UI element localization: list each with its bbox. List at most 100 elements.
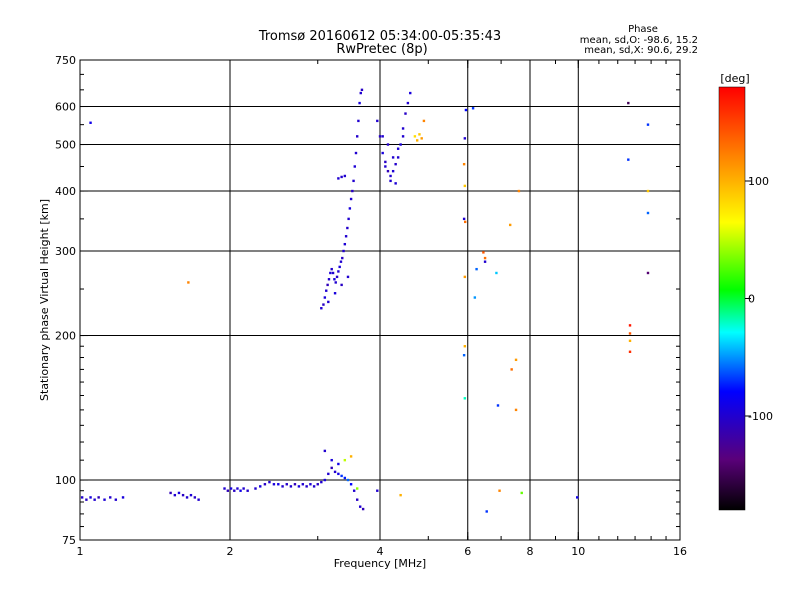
data-point: [340, 283, 343, 287]
data-point: [391, 169, 395, 173]
data-point: [327, 278, 331, 281]
data-point: [483, 260, 487, 263]
data-point: [394, 162, 397, 166]
data-point: [226, 489, 230, 492]
data-point: [646, 123, 650, 126]
data-point: [322, 303, 325, 306]
data-point: [343, 242, 347, 246]
data-point: [381, 151, 384, 155]
data-point: [337, 270, 340, 273]
data-point: [517, 189, 521, 193]
data-point: [360, 88, 364, 92]
data-point: [628, 350, 632, 353]
data-point: [333, 292, 337, 295]
data-point: [420, 137, 423, 140]
data-point: [323, 296, 327, 299]
data-point: [309, 483, 312, 486]
data-point: [396, 156, 400, 159]
data-point: [325, 289, 328, 292]
data-point: [498, 489, 501, 492]
colorbar-ticks: 100 0 -100: [745, 175, 773, 423]
data-point: [181, 493, 185, 497]
data-point: [358, 101, 361, 105]
data-point: [301, 483, 305, 486]
data-point: [520, 491, 523, 495]
data-point: [355, 135, 359, 138]
y-tick-label: 100: [55, 474, 76, 487]
y-tick-label: 400: [55, 185, 76, 198]
data-point: [343, 174, 347, 178]
data-point: [327, 300, 330, 304]
y-tick-label: 750: [55, 54, 76, 67]
data-point: [413, 135, 417, 138]
data-point: [346, 478, 350, 482]
data-point: [646, 189, 650, 193]
data-point: [384, 160, 387, 164]
data-point: [510, 368, 513, 371]
data-point: [386, 169, 390, 173]
data-point: [391, 156, 395, 159]
colorbar-tick-label: -100: [748, 410, 773, 423]
data-point: [352, 179, 355, 183]
data-point: [406, 101, 410, 105]
data-point: [177, 491, 181, 495]
data-point: [326, 283, 329, 287]
data-point: [463, 397, 467, 400]
data-point: [236, 487, 239, 490]
data-point: [463, 275, 467, 279]
data-point: [323, 478, 327, 482]
data-point: [89, 496, 92, 499]
data-point: [514, 408, 518, 412]
data-point: [401, 127, 405, 130]
data-point: [246, 489, 249, 492]
data-point: [422, 119, 426, 123]
data-point: [320, 480, 323, 484]
x-tick-label: 16: [673, 545, 687, 558]
x-axis-ticks: 1 2 4 6 8 10 16: [77, 60, 687, 558]
colorbar-label: [deg]: [720, 72, 749, 85]
data-point: [272, 483, 276, 486]
data-point: [384, 165, 387, 168]
data-point: [312, 485, 316, 488]
plot-area: 1 2 4 6 8 10 16 75 100 200 300 400 500 600 750: [55, 54, 687, 558]
data-point: [343, 476, 347, 480]
data-point: [349, 483, 353, 486]
data-point: [576, 496, 579, 499]
data-point: [348, 207, 352, 210]
x-tick-label: 1: [77, 545, 84, 558]
data-point: [342, 249, 345, 253]
data-point: [333, 278, 336, 281]
data-point: [333, 470, 337, 474]
phase-stats-o: mean, sd,O: -98.6, 15.2: [580, 35, 698, 46]
data-point: [354, 151, 358, 155]
data-point: [394, 182, 397, 185]
colorbar-tick-label: 0: [748, 293, 755, 306]
data-point: [628, 324, 632, 327]
data-point: [415, 139, 419, 142]
data-point: [337, 472, 340, 476]
y-tick-label: 600: [55, 101, 76, 114]
data-point: [281, 485, 284, 488]
data-point: [169, 491, 172, 495]
data-point: [404, 112, 407, 115]
data-point: [305, 485, 308, 488]
data-point: [475, 267, 478, 271]
data-point: [97, 496, 100, 499]
data-point: [628, 332, 632, 335]
data-point: [340, 175, 343, 179]
data-point: [646, 271, 650, 275]
data-point: [103, 498, 106, 501]
data-point: [189, 493, 193, 497]
data-point: [627, 101, 630, 105]
data-point: [473, 296, 477, 299]
data-point: [464, 108, 468, 112]
data-point: [401, 135, 405, 138]
data-point: [330, 466, 333, 470]
data-point: [462, 217, 466, 221]
data-point: [323, 449, 327, 453]
data-point: [389, 179, 392, 183]
data-point: [173, 493, 177, 497]
data-point: [343, 458, 347, 462]
y-tick-label: 300: [55, 245, 76, 258]
